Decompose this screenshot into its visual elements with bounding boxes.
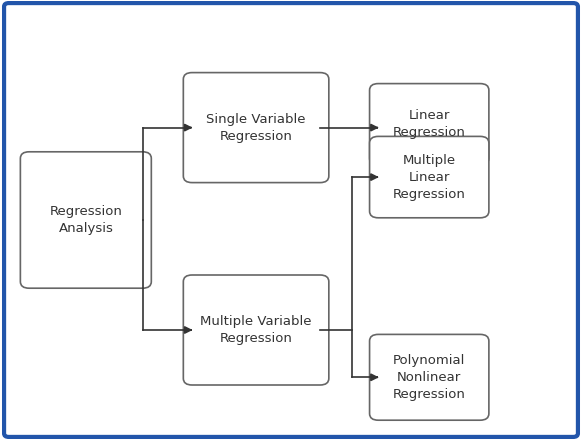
FancyBboxPatch shape bbox=[20, 152, 151, 288]
Text: Linear
Regression: Linear Regression bbox=[393, 109, 466, 139]
FancyBboxPatch shape bbox=[370, 334, 489, 420]
FancyBboxPatch shape bbox=[370, 84, 489, 165]
FancyBboxPatch shape bbox=[4, 3, 578, 437]
Text: Polynomial
Nonlinear
Regression: Polynomial Nonlinear Regression bbox=[393, 354, 466, 401]
FancyBboxPatch shape bbox=[370, 136, 489, 218]
Text: Multiple Variable
Regression: Multiple Variable Regression bbox=[200, 315, 312, 345]
Text: Regression
Analysis: Regression Analysis bbox=[49, 205, 122, 235]
FancyBboxPatch shape bbox=[183, 275, 329, 385]
Text: Multiple
Linear
Regression: Multiple Linear Regression bbox=[393, 154, 466, 201]
Text: Single Variable
Regression: Single Variable Regression bbox=[207, 113, 306, 143]
FancyBboxPatch shape bbox=[183, 73, 329, 183]
